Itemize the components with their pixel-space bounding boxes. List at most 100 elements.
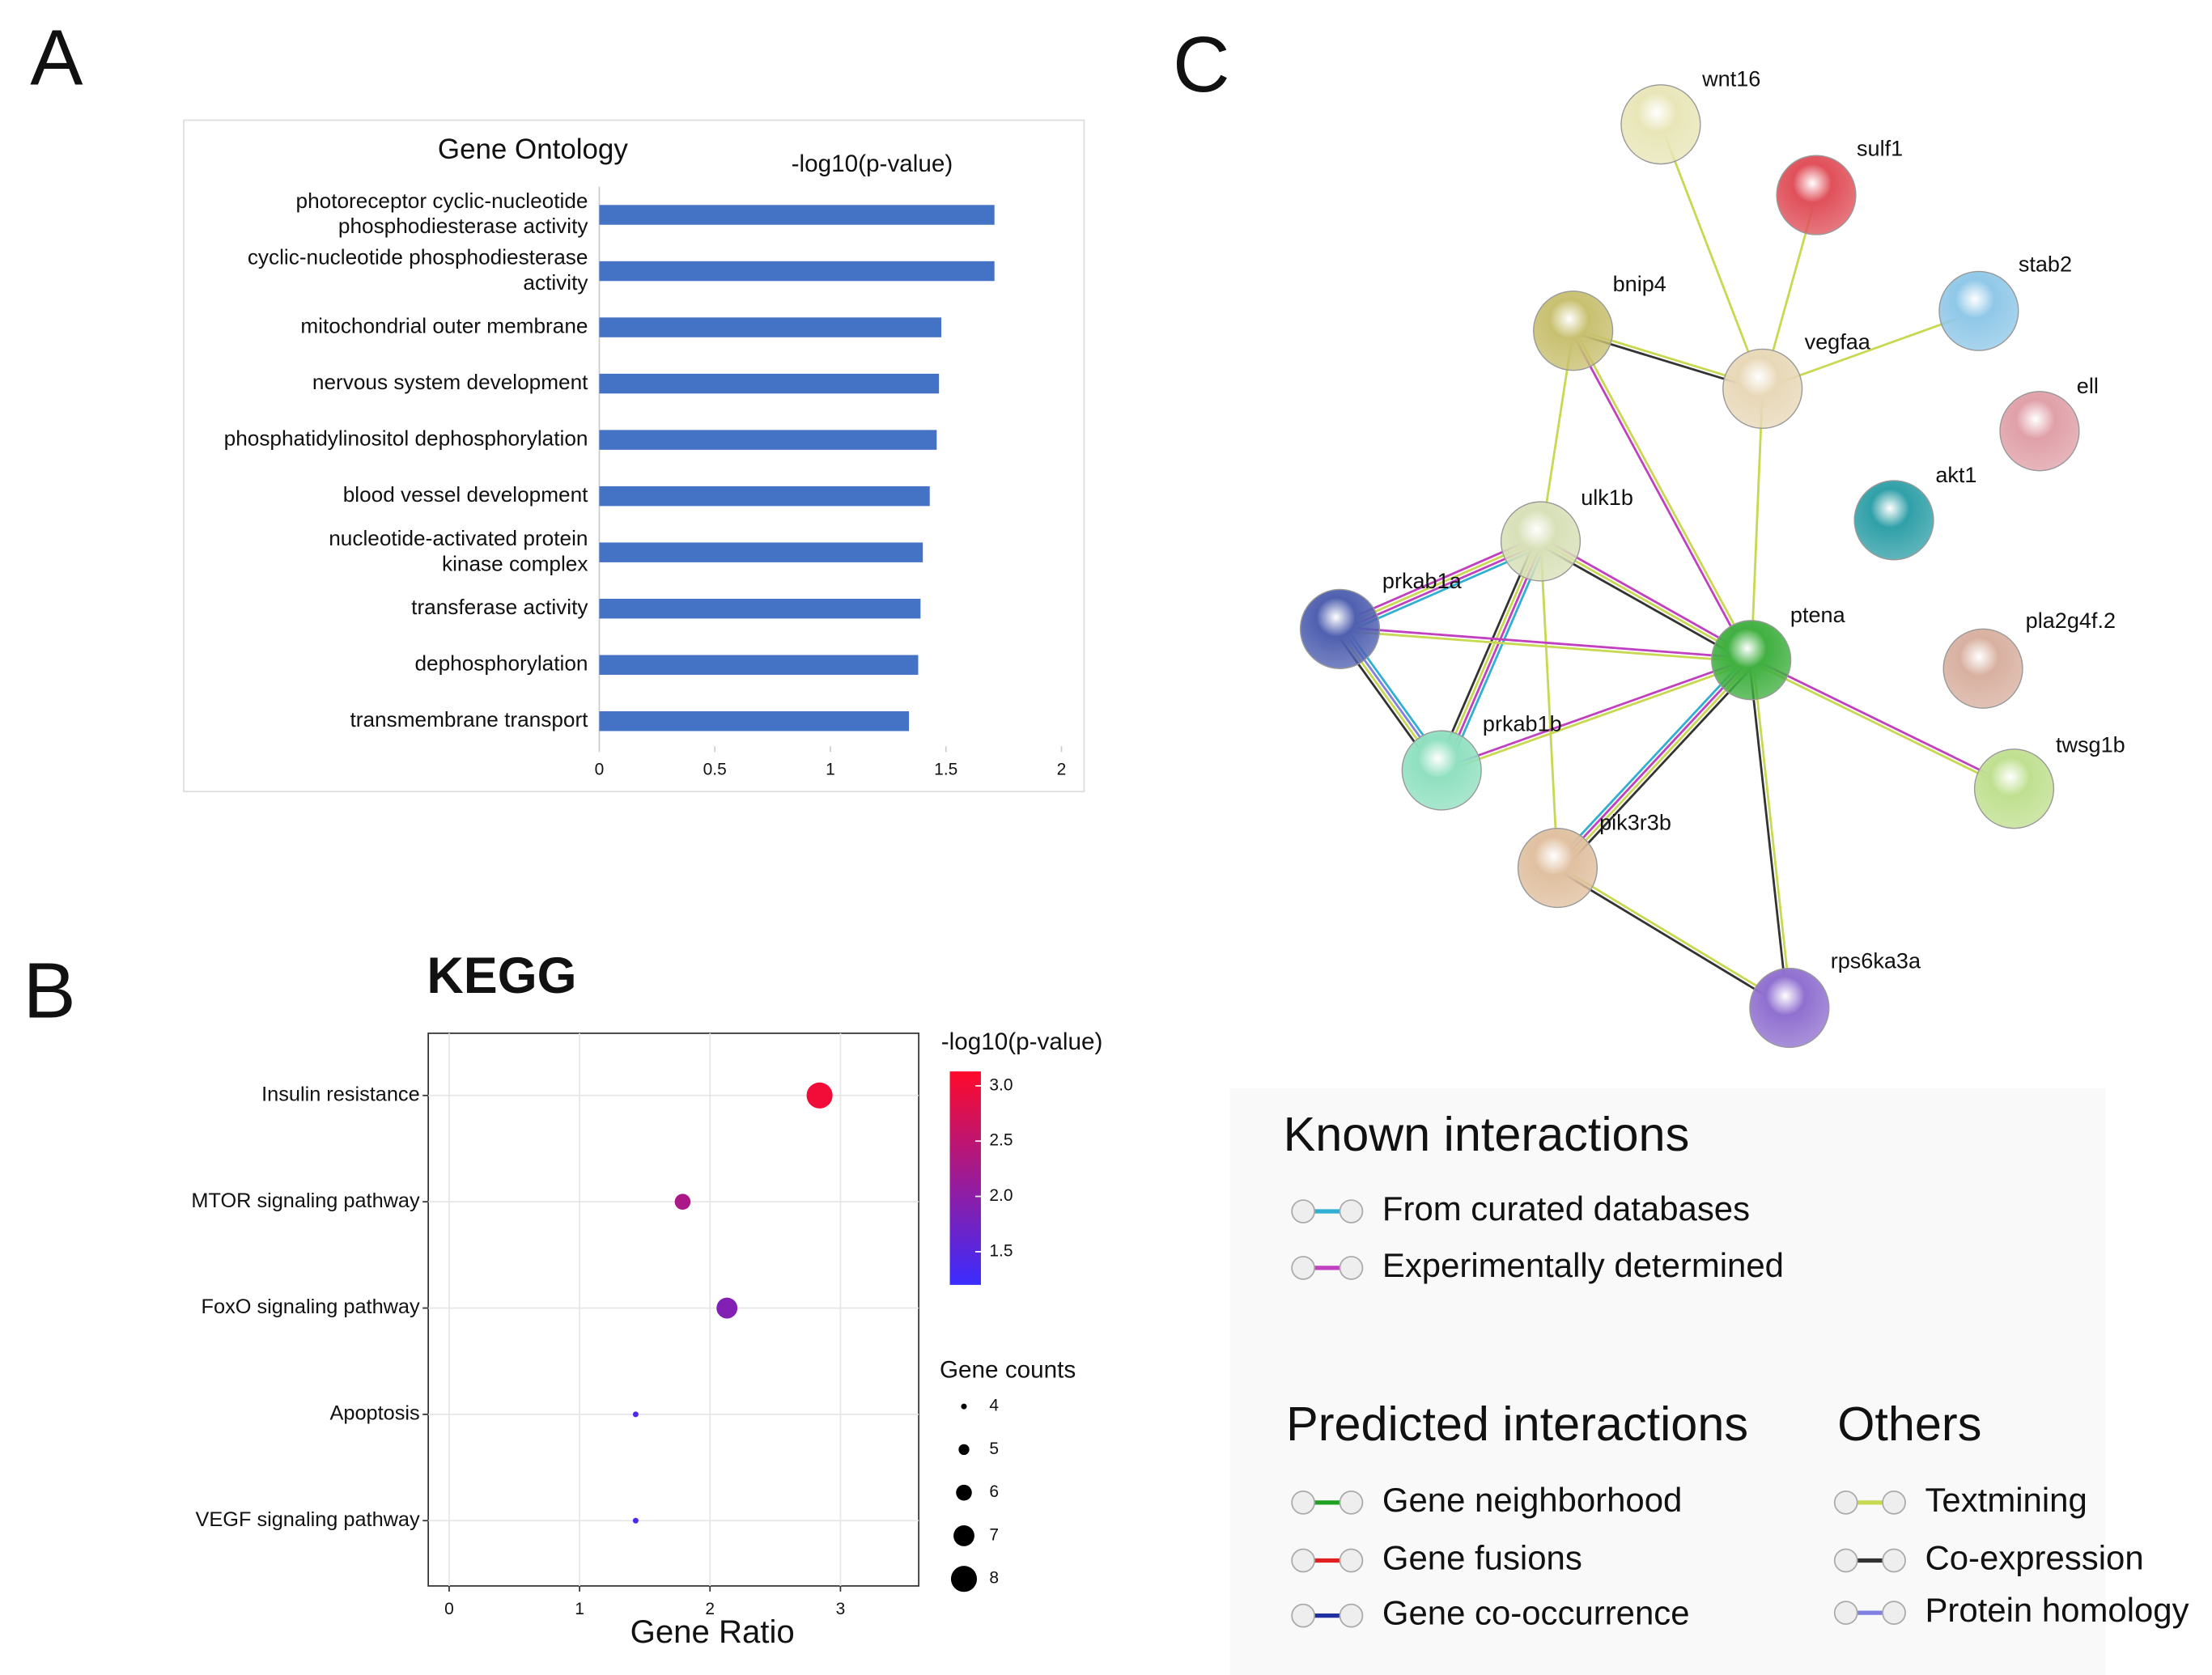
- x-tick-label: 0: [595, 761, 605, 779]
- bar: [599, 373, 940, 394]
- y-tick-label: phosphatidylinositol dephosphorylation: [224, 426, 588, 451]
- legend-swatch: [1882, 1491, 1906, 1515]
- network-edge: [1441, 660, 1752, 774]
- node-label: wnt16: [1701, 66, 1760, 91]
- x-tick-label: 1: [575, 1600, 584, 1618]
- network-edge: [1446, 543, 1548, 774]
- y-tick-label: mitochondrial outer membrane: [300, 313, 588, 337]
- node-label: prkab1a: [1382, 568, 1463, 593]
- legend-swatch: [1833, 1548, 1858, 1573]
- network-edge: [1558, 660, 1754, 871]
- bubble: [632, 1411, 639, 1418]
- node-label: prkab1b: [1483, 710, 1562, 736]
- network-edge: [1441, 657, 1751, 770]
- legend-title: Others: [1837, 1397, 1981, 1451]
- network-node: [1853, 480, 1934, 561]
- bubble: [632, 1517, 639, 1524]
- network-edge: [1748, 659, 1789, 1008]
- legend-swatch: [1291, 1199, 1315, 1223]
- node-label: pik3r3b: [1599, 810, 1671, 835]
- node-label: rps6ka3a: [1831, 948, 1921, 973]
- legend-swatch: [1291, 1256, 1315, 1280]
- network-edge: [1539, 541, 1559, 868]
- node-label: ptena: [1790, 602, 1846, 627]
- legend-swatch: [1882, 1548, 1906, 1573]
- plot-area: [427, 1033, 919, 1587]
- network-node: [1999, 391, 2080, 472]
- legend-swatch: [1339, 1548, 1364, 1573]
- legend-title: Known interactions: [1284, 1107, 1690, 1161]
- bubble: [716, 1297, 738, 1319]
- network-edge: [1438, 540, 1540, 770]
- network-node: [1942, 628, 2023, 709]
- size-legend-label: 8: [989, 1569, 999, 1588]
- legend-label: Protein homology: [1925, 1591, 2189, 1629]
- colorbar-tick-label: 3.0: [989, 1075, 1013, 1094]
- network-edge: [1435, 538, 1537, 769]
- y-tick-label: Insulin resistance: [261, 1083, 420, 1105]
- network-edge: [1570, 331, 1751, 662]
- legend-label: Gene co-occurrence: [1382, 1594, 1690, 1632]
- legend-box: [1229, 1088, 2107, 1675]
- network-node: [1500, 501, 1582, 582]
- node-label: twsg1b: [2056, 731, 2125, 757]
- legend-swatch: [1882, 1601, 1906, 1625]
- y-tick-label: transmembrane transport: [350, 707, 588, 731]
- y-tick-label: cyclic-nucleotide phosphodiesterase activ…: [248, 244, 589, 294]
- network-node: [1620, 84, 1701, 165]
- size-legend-mark: [956, 1484, 972, 1501]
- legend-swatch: [1339, 1491, 1364, 1515]
- network-edge: [1557, 865, 1791, 1007]
- bar: [599, 542, 923, 562]
- network-edge: [1542, 536, 1754, 659]
- size-legend-mark: [953, 1525, 974, 1546]
- legend-label: Co-expression: [1925, 1539, 2143, 1577]
- network-node: [1401, 730, 1482, 811]
- size-legend-mark: [950, 1566, 978, 1592]
- node-label: bnip4: [1613, 271, 1666, 296]
- network-node: [1938, 270, 2019, 351]
- network-edge: [1556, 868, 1790, 1011]
- x-tick-label: 0: [444, 1600, 454, 1618]
- network-edge: [1659, 124, 1764, 389]
- network-edge: [1555, 658, 1751, 867]
- chart-title: KEGG: [427, 948, 576, 1004]
- bar: [599, 598, 921, 619]
- legend-title: Gene counts: [940, 1356, 1076, 1383]
- network-node: [1517, 827, 1598, 909]
- network-edge: [1538, 543, 1751, 664]
- bar: [599, 655, 919, 675]
- bar: [599, 317, 942, 337]
- bubble: [674, 1194, 691, 1210]
- bar: [599, 261, 995, 282]
- x-tick-label: 1.5: [934, 761, 957, 779]
- y-tick-label: FoxO signaling pathway: [202, 1295, 420, 1318]
- network-edge: [1340, 625, 1751, 659]
- legend-swatch: [1339, 1603, 1364, 1628]
- x-tick-label: 2: [705, 1600, 715, 1618]
- node-label: stab2: [2019, 252, 2072, 277]
- legend-swatch: [1291, 1491, 1315, 1515]
- axis-title: Gene Ratio: [630, 1614, 795, 1650]
- chart-title: Gene Ontology: [438, 134, 628, 165]
- network-edge: [1552, 655, 1748, 865]
- network-edge: [1539, 540, 1752, 661]
- size-legend-label: 4: [989, 1397, 999, 1415]
- axis-title: -log10(p-value): [792, 151, 953, 177]
- colorbar-tick-label: 1.5: [989, 1241, 1013, 1260]
- panel-label: C: [1173, 19, 1230, 108]
- node-label: sulf1: [1857, 135, 1903, 160]
- network-edge: [1751, 657, 2016, 788]
- network-node: [1533, 290, 1614, 371]
- y-tick-label: Apoptosis: [330, 1402, 420, 1425]
- legend-title: Predicted interactions: [1286, 1397, 1748, 1451]
- bar: [599, 711, 910, 731]
- y-tick-label: nervous system development: [312, 370, 588, 394]
- size-legend-mark: [958, 1444, 970, 1456]
- legend-title: -log10(p-value): [941, 1028, 1103, 1055]
- y-tick-label: dephosphorylation: [414, 651, 588, 676]
- y-tick-label: MTOR signaling pathway: [191, 1189, 420, 1212]
- node-label: ell: [2077, 373, 2099, 398]
